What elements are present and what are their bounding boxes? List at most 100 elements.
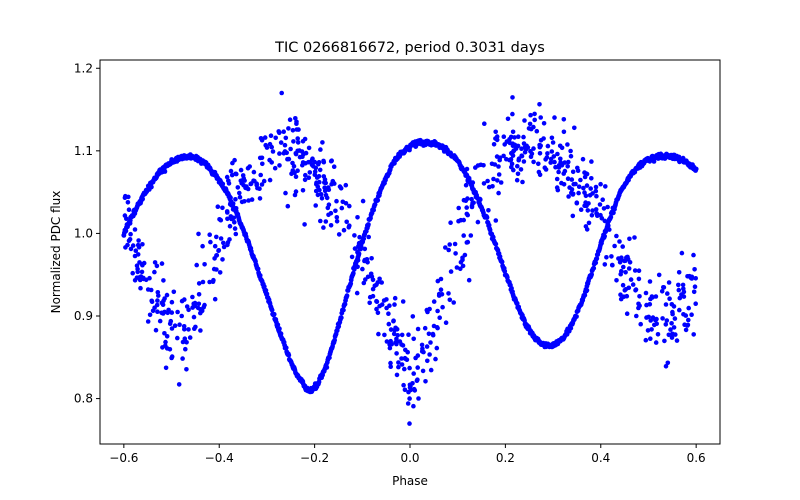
data-point: [447, 242, 453, 247]
data-point: [422, 325, 428, 331]
x-axis-label: Phase: [392, 474, 428, 488]
data-point: [272, 165, 278, 171]
data-point: [593, 260, 599, 266]
data-point: [268, 133, 274, 138]
data-point: [562, 160, 567, 165]
data-point: [357, 234, 362, 240]
data-point: [283, 135, 289, 141]
data-point: [507, 140, 513, 146]
data-point: [602, 218, 608, 224]
data-point: [126, 207, 132, 212]
data-point: [225, 216, 230, 222]
data-point: [400, 299, 406, 304]
data-point: [669, 335, 675, 340]
y-axis-label: Normalized PDC flux: [49, 191, 63, 314]
data-point: [405, 349, 411, 355]
data-point: [636, 301, 641, 307]
data-point: [660, 316, 665, 321]
data-point: [662, 338, 667, 344]
data-point: [514, 177, 520, 183]
data-point: [126, 194, 131, 200]
data-point: [594, 211, 600, 216]
data-point: [602, 233, 607, 239]
data-point: [578, 207, 584, 212]
data-point: [132, 227, 138, 232]
data-point: [270, 149, 276, 154]
data-point: [285, 203, 291, 209]
data-point: [561, 117, 567, 122]
data-point: [261, 178, 267, 184]
data-point: [264, 291, 270, 297]
data-point: [612, 243, 617, 249]
data-point: [670, 311, 675, 317]
data-point: [375, 197, 381, 203]
data-point: [169, 326, 175, 331]
data-point: [154, 263, 160, 269]
data-point: [338, 315, 344, 321]
data-point: [163, 365, 169, 371]
data-point: [267, 141, 273, 147]
data-point: [246, 198, 251, 203]
data-point: [505, 116, 511, 122]
data-point: [584, 227, 590, 232]
data-point: [217, 270, 223, 275]
data-point: [559, 145, 565, 151]
data-point: [580, 156, 586, 162]
data-point: [135, 242, 141, 248]
data-point: [411, 386, 417, 392]
data-point: [339, 205, 345, 211]
data-point: [182, 327, 187, 332]
data-point: [565, 142, 570, 147]
data-point: [515, 171, 521, 177]
data-point: [269, 307, 275, 313]
data-point: [160, 345, 165, 350]
data-point: [375, 280, 381, 285]
data-point: [156, 293, 161, 298]
data-point: [169, 355, 174, 361]
data-point: [584, 183, 590, 188]
data-point: [240, 173, 246, 178]
data-point: [521, 134, 526, 140]
data-point: [556, 169, 561, 175]
data-point: [468, 233, 474, 238]
data-point: [446, 291, 451, 296]
data-point: [498, 180, 504, 185]
data-point: [208, 239, 213, 245]
data-point: [659, 289, 665, 294]
data-point: [510, 95, 515, 100]
data-point: [549, 149, 555, 154]
data-point: [655, 332, 661, 337]
data-point: [233, 197, 238, 202]
data-point: [401, 382, 406, 388]
data-point: [214, 234, 219, 240]
data-point: [313, 203, 319, 208]
data-point: [541, 121, 547, 126]
data-point: [190, 294, 195, 300]
data-point: [406, 332, 411, 338]
data-point: [367, 294, 373, 300]
data-point: [511, 148, 516, 154]
data-point: [291, 139, 296, 144]
data-point: [446, 247, 452, 253]
data-point: [285, 156, 290, 162]
data-point: [294, 121, 299, 126]
data-point: [260, 161, 265, 167]
data-point: [281, 129, 287, 134]
data-point: [196, 301, 202, 307]
data-point: [186, 327, 191, 332]
data-point: [636, 276, 642, 282]
data-point: [310, 156, 315, 161]
data-point: [601, 206, 607, 211]
data-point: [464, 240, 470, 245]
data-point: [571, 181, 576, 187]
data-point: [342, 301, 348, 307]
data-point: [323, 180, 329, 186]
data-point: [531, 146, 536, 151]
data-point: [411, 371, 417, 376]
data-point: [200, 243, 205, 249]
data-point: [157, 318, 163, 324]
data-point: [623, 287, 629, 292]
data-point: [669, 302, 675, 307]
data-point: [162, 169, 168, 174]
data-point: [227, 223, 233, 229]
